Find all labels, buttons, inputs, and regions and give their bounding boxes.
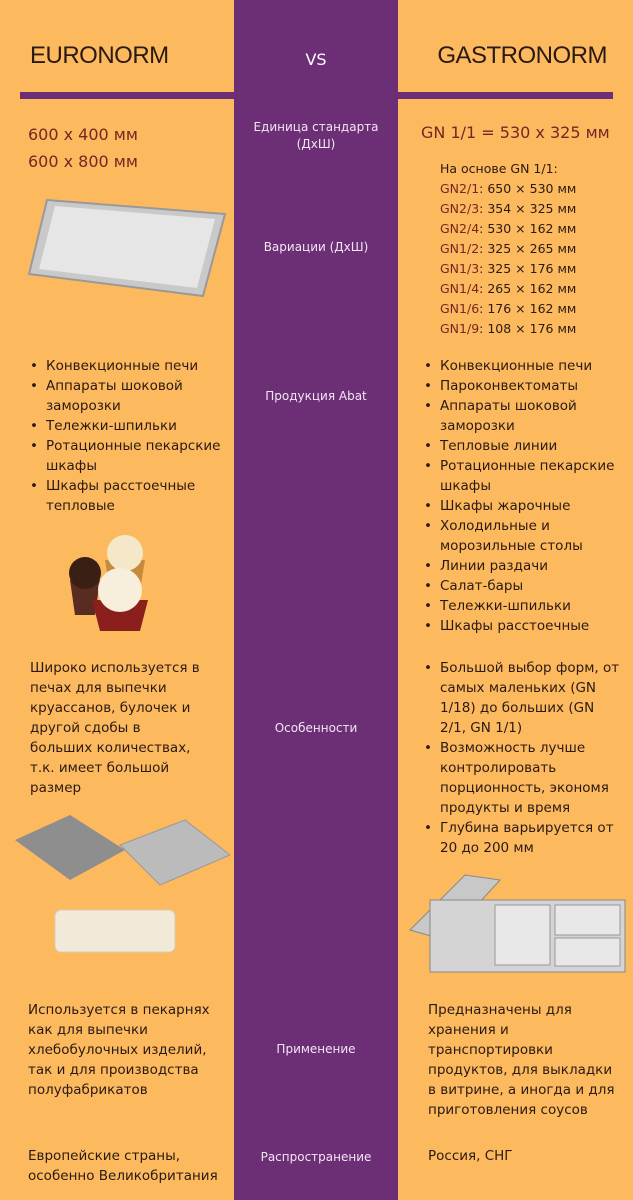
divider-right (398, 92, 613, 99)
variation-item: GN1/2: 325 × 265 мм (440, 241, 577, 256)
row-label-variations: Вариации (ДхШ) (263, 240, 369, 254)
gastronorm-pans-image (409, 874, 626, 973)
variations-intro: На основе GN 1/1: (440, 161, 558, 176)
gastronorm-features-list: Большой выбор форм, от самых маленьких (… (422, 658, 620, 858)
list-item: Возможность лучше контролировать порцион… (422, 738, 620, 818)
gastronorm-application: Предназначены для хранения и транспортир… (428, 1002, 615, 1118)
size: 600 x 400 мм (28, 125, 138, 144)
row-label-products: Продукция Abat (265, 389, 367, 403)
euronorm-products-list: Конвекционные печи Аппараты шоковой замо… (28, 356, 228, 516)
variation-item: GN1/3: 325 × 176 мм (440, 261, 577, 276)
list-item: Аппараты шоковой заморозки (28, 376, 228, 416)
euronorm-application: Используется в пекарнях как для выпечки … (28, 1002, 210, 1098)
sheet-pan-image (27, 198, 227, 298)
center-column (234, 0, 398, 1200)
list-item: Большой выбор форм, от самых маленьких (… (422, 658, 620, 738)
list-item: Аппараты шоковой заморозки (422, 396, 622, 436)
row-label-application: Применение (276, 1042, 356, 1056)
euronorm-title: EURONORM (30, 42, 169, 69)
variation-item: GN2/1: 650 × 530 мм (440, 181, 577, 196)
row-label-features: Особенности (274, 721, 358, 735)
list-item: Холодильные и морозильные столы (422, 516, 622, 556)
gastronorm-products-list: Конвекционные печи Пароконвектоматы Аппа… (422, 356, 622, 636)
row-label-distribution: Распространение (260, 1150, 372, 1164)
size: 600 x 800 мм (28, 152, 138, 171)
vs-label: VS (305, 50, 327, 69)
list-item: Ротационные пекарские шкафы (28, 436, 228, 476)
list-item: Ротационные пекарские шкафы (422, 456, 622, 496)
list-item: Шкафы расстоечные (422, 616, 622, 636)
list-item: Линии раздачи (422, 556, 622, 576)
cupcakes-image (69, 535, 148, 631)
gastronorm-distribution: Россия, СНГ (428, 1148, 513, 1164)
list-item: Салат-бары (422, 576, 622, 596)
list-item: Конвекционные печи (28, 356, 228, 376)
variation-item: GN1/9: 108 × 176 мм (440, 321, 577, 336)
list-item: Шкафы жарочные (422, 496, 622, 516)
variation-item: GN1/4: 265 × 162 мм (440, 281, 577, 296)
baking-trays-image (15, 815, 231, 953)
list-item: Пароконвектоматы (422, 376, 622, 396)
row-label-unit: Единица стандарта (ДхШ) (253, 120, 379, 151)
variation-item: GN2/3: 354 × 325 мм (440, 201, 577, 216)
euronorm-features: Широко используется в печах для выпечки … (30, 660, 200, 796)
divider-left (20, 92, 234, 99)
list-item: Конвекционные печи (422, 356, 622, 376)
list-item: Глубина варьируется от 20 до 200 мм (422, 818, 620, 858)
list-item: Тележки-шпильки (422, 596, 622, 616)
list-item: Тележки-шпильки (28, 416, 228, 436)
euronorm-sizes: 600 x 400 мм 600 x 800 мм (28, 121, 138, 175)
euronorm-distribution: Европейские страны, особенно Великобрита… (28, 1148, 218, 1184)
gn-base-size: GN 1/1 = 530 x 325 мм (421, 123, 610, 142)
gn-variations-list: На основе GN 1/1: GN2/1: 650 × 530 мм GN… (440, 159, 576, 339)
gastronorm-title: GASTRONORM (437, 42, 607, 69)
variation-item: GN2/4: 530 × 162 мм (440, 221, 577, 236)
list-item: Шкафы расстоечные тепловые (28, 476, 228, 516)
list-item: Тепловые линии (422, 436, 622, 456)
variation-item: GN1/6: 176 × 162 мм (440, 301, 577, 316)
